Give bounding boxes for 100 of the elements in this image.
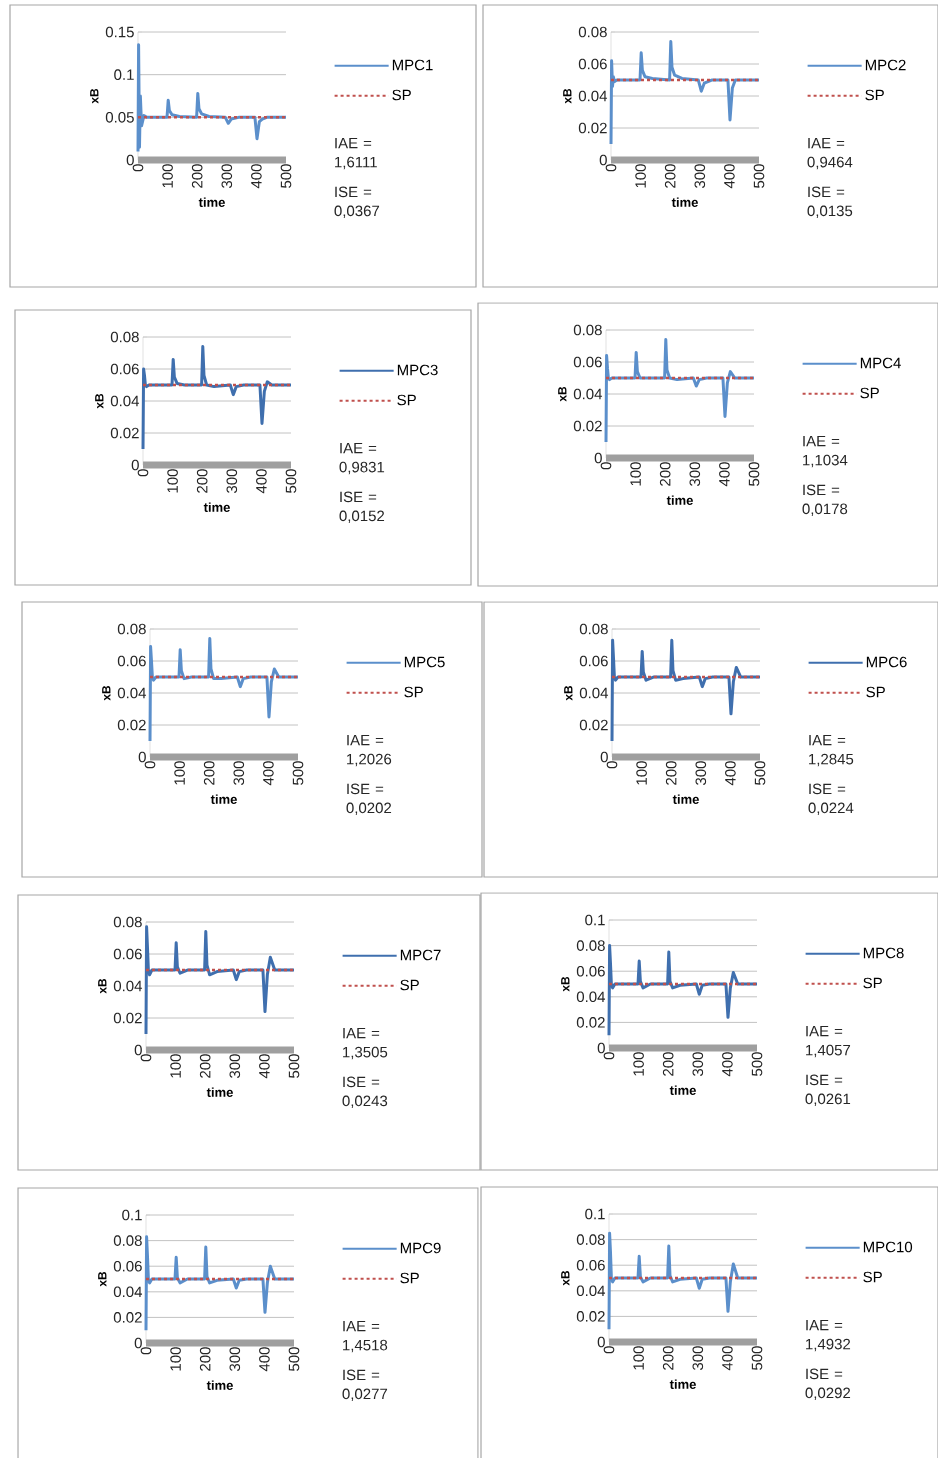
- y-tick-label: 0.02: [579, 719, 608, 731]
- text: IAE = 1,4518: [343, 1320, 388, 1353]
- y-axis-title: xB: [564, 685, 573, 701]
- y-tick-label: 0.04: [117, 687, 147, 699]
- y-axis-title: xB: [98, 1271, 107, 1287]
- y-tick-label: 0.02: [117, 719, 146, 731]
- x-tick-label: 0: [140, 1054, 152, 1062]
- y-tick-label: 0.02: [576, 1017, 605, 1028]
- y-tick-label: 0.04: [576, 991, 606, 1003]
- y-axis-title: xB: [98, 978, 107, 994]
- x-tick-label: 400: [259, 1347, 270, 1372]
- x-tick-label: 300: [695, 761, 707, 785]
- y-tick-label: 0.02: [573, 420, 602, 432]
- text: IAE = 0,9831: [339, 442, 385, 475]
- x-tick-label: 400: [263, 761, 274, 786]
- text: IAE = 1,4932: [806, 1319, 851, 1352]
- x-tick-label: 200: [199, 1054, 211, 1078]
- x-tick-label: 100: [633, 1052, 644, 1076]
- y-tick-label: 0.1: [114, 69, 134, 80]
- x-axis-title: time: [666, 495, 693, 505]
- x-tick-label: 300: [229, 1347, 241, 1372]
- text: IAE = 1,3505: [343, 1027, 388, 1060]
- x-tick-label: 300: [692, 1346, 704, 1371]
- text: ISE = 0,0243: [342, 1076, 388, 1108]
- x-tick-label: 200: [664, 164, 676, 188]
- y-tick-label: 0.06: [576, 965, 605, 977]
- legend-label: SP: [863, 1271, 882, 1283]
- text: IAE = 1,6111: [335, 137, 377, 170]
- x-axis-title: time: [206, 1087, 233, 1097]
- x-axis-title: time: [669, 1379, 696, 1389]
- x-tick-label: 100: [635, 164, 646, 188]
- y-tick-label: 0.15: [105, 26, 134, 38]
- legend-label: MPC5: [404, 656, 445, 668]
- x-tick-label: 500: [753, 164, 765, 188]
- y-tick-label: 0.02: [110, 427, 139, 439]
- y-tick-label: 0.08: [113, 916, 142, 928]
- y-tick-label: 0.06: [578, 58, 607, 70]
- x-tick-label: 200: [191, 164, 203, 188]
- x-tick-label: 200: [203, 761, 215, 785]
- legend-label: MPC6: [866, 656, 907, 668]
- x-tick-label: 500: [288, 1054, 300, 1078]
- legend-label: SP: [392, 89, 411, 101]
- legend-label: MPC1: [392, 59, 433, 71]
- y-tick-label: 0.1: [585, 914, 605, 926]
- text: IAE = 1,2845: [809, 734, 854, 767]
- y-tick-label: 0.08: [579, 623, 608, 635]
- y-tick-label: 0.08: [578, 26, 607, 38]
- text: ISE = 0,0367: [334, 186, 380, 218]
- y-axis-title: xB: [563, 88, 572, 104]
- text: ISE = 0,0261: [805, 1074, 851, 1106]
- y-tick-label: 0.04: [576, 1285, 606, 1297]
- y-tick-label: 0.06: [117, 655, 146, 667]
- x-tick-label: 300: [689, 462, 701, 486]
- text: IAE = 0,9464: [807, 137, 853, 170]
- x-tick-label: 0: [140, 1347, 152, 1355]
- legend-label: MPC9: [400, 1242, 441, 1254]
- y-tick-label: 0.06: [579, 655, 608, 667]
- x-tick-label: 300: [229, 1054, 241, 1079]
- x-tick-label: 500: [285, 469, 297, 493]
- x-tick-label: 400: [722, 1346, 733, 1371]
- x-axis-title: time: [210, 794, 237, 804]
- x-tick-label: 200: [662, 1052, 674, 1076]
- text: IAE = 1,4057: [806, 1025, 851, 1058]
- x-tick-label: 500: [280, 164, 292, 188]
- y-tick-label: 0.05: [105, 112, 134, 123]
- x-tick-label: 400: [724, 164, 735, 189]
- y-tick-label: 0.1: [122, 1209, 142, 1221]
- x-axis-title: time: [669, 1085, 696, 1095]
- legend-label: SP: [866, 686, 885, 698]
- x-tick-label: 300: [694, 164, 706, 188]
- x-tick-label: 500: [751, 1052, 763, 1076]
- x-tick-label: 0: [605, 164, 617, 172]
- y-tick-label: 0.02: [113, 1012, 142, 1024]
- text: IAE = 1,2026: [347, 734, 392, 767]
- x-tick-label: 300: [221, 164, 233, 188]
- legend-label: MPC3: [397, 364, 438, 376]
- y-axis-title: xB: [90, 88, 99, 104]
- y-tick-label: 0.04: [110, 395, 140, 407]
- y-tick-label: 0.04: [579, 687, 609, 699]
- legend-label: MPC4: [860, 357, 901, 369]
- y-axis-title: xB: [561, 1270, 570, 1286]
- x-tick-label: 400: [725, 761, 736, 786]
- x-tick-label: 500: [748, 462, 760, 486]
- text: ISE = 0,0178: [802, 484, 848, 516]
- x-axis-title: time: [671, 197, 698, 207]
- y-tick-label: 0.08: [576, 940, 605, 951]
- x-tick-label: 100: [170, 1347, 181, 1371]
- x-tick-label: 500: [292, 761, 304, 785]
- legend-label: SP: [404, 686, 423, 698]
- y-tick-label: 0.08: [113, 1235, 142, 1246]
- y-axis-title: xB: [95, 393, 104, 409]
- x-tick-label: 200: [659, 462, 671, 486]
- y-tick-label: 0.02: [113, 1312, 142, 1323]
- x-tick-label: 300: [233, 761, 245, 785]
- legend-label: MPC2: [865, 59, 906, 71]
- text: IAE = 1,1034: [803, 435, 848, 468]
- x-tick-label: 100: [167, 469, 178, 493]
- x-tick-label: 300: [692, 1052, 704, 1077]
- x-tick-label: 200: [196, 469, 208, 493]
- y-tick-label: 0.04: [113, 980, 143, 992]
